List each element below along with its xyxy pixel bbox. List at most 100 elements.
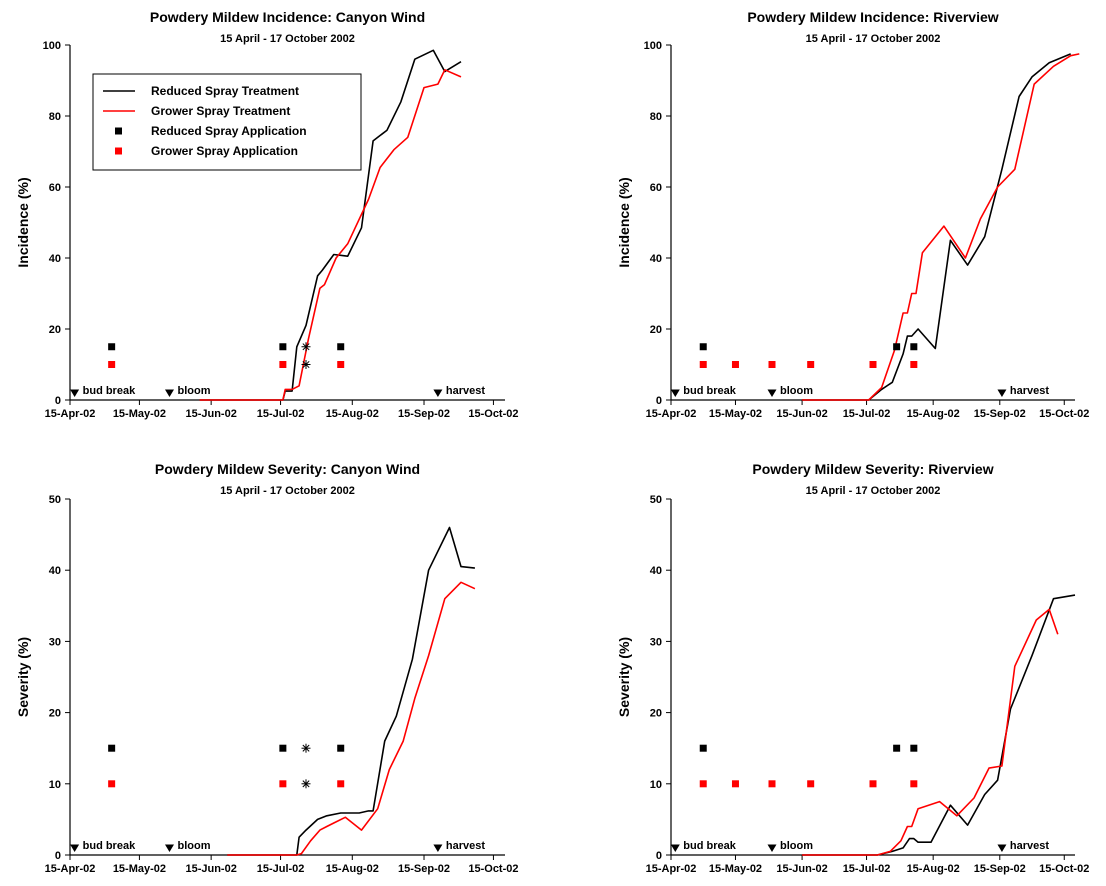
- y-tick-label: 80: [650, 111, 662, 123]
- y-tick-label: 30: [49, 636, 61, 648]
- application-marker: [768, 361, 776, 368]
- series-line: [802, 594, 1076, 856]
- phenology-label: bloom: [780, 840, 813, 852]
- chart-title: Powdery Mildew Incidence: Canyon Wind: [150, 9, 425, 25]
- x-tick-label: 15-Apr-02: [646, 863, 697, 875]
- x-tick-label: 15-Jun-02: [185, 863, 236, 875]
- asterisk-stroke: [302, 343, 310, 351]
- x-tick-label: 15-Jun-02: [185, 408, 236, 420]
- chart-subtitle: 15 April - 17 October 2002: [806, 485, 941, 497]
- legend-marker-swatch: [115, 127, 122, 135]
- y-tick-label: 20: [49, 324, 61, 336]
- phenology-label: bloom: [177, 840, 210, 852]
- series-line: [802, 53, 1080, 401]
- y-tick-label: 20: [650, 708, 662, 720]
- y-tick-label: 20: [49, 708, 61, 720]
- x-tick-label: 15-May-02: [113, 408, 166, 420]
- y-tick-label: 10: [650, 779, 662, 791]
- phenology-label: harvest: [1010, 840, 1049, 852]
- application-marker: [108, 744, 116, 752]
- application-marker: [699, 361, 707, 368]
- y-tick-label: 0: [55, 395, 61, 407]
- x-tick-label: 15-Oct-02: [468, 408, 518, 420]
- series-line: [227, 526, 475, 856]
- phenology-marker-icon: [70, 844, 80, 852]
- x-tick-label: 15-Aug-02: [326, 408, 379, 420]
- x-tick-label: 15-Oct-02: [1039, 863, 1089, 875]
- phenology-label: bud break: [683, 840, 736, 852]
- chart-title: Powdery Mildew Severity: Canyon Wind: [155, 461, 420, 477]
- series-line: [227, 581, 476, 856]
- application-marker: [807, 780, 815, 788]
- application-marker: [910, 744, 918, 752]
- y-axis-label: Severity (%): [15, 637, 31, 717]
- application-marker: [337, 343, 345, 351]
- x-tick-label: 15-Jun-02: [776, 863, 827, 875]
- y-tick-label: 30: [650, 636, 662, 648]
- y-tick-label: 20: [650, 324, 662, 336]
- legend-entry: Reduced Spray Treatment: [151, 84, 299, 98]
- y-tick-label: 100: [43, 40, 61, 52]
- application-marker: [910, 361, 918, 368]
- y-tick-label: 0: [656, 850, 662, 862]
- application-marker: [699, 343, 707, 351]
- legend: Reduced Spray Treatment Grower Spray Trea…: [92, 73, 362, 171]
- phenology-marker-icon: [433, 844, 443, 852]
- x-tick-label: 15-Oct-02: [1039, 408, 1089, 420]
- y-tick-label: 60: [650, 182, 662, 194]
- y-tick-label: 80: [49, 111, 61, 123]
- y-tick-label: 40: [49, 565, 61, 577]
- y-axis-label: Incidence (%): [15, 177, 31, 267]
- phenology-marker-icon: [433, 389, 443, 397]
- application-marker: [337, 780, 345, 788]
- legend-entry: Grower Spray Application: [151, 144, 298, 158]
- x-tick-label: 15-May-02: [113, 863, 166, 875]
- chart-rv-inc: Powdery Mildew Incidence: Riverview 15 Ap…: [616, 9, 1089, 420]
- asterisk-marker-icon: [301, 779, 311, 789]
- chart-title: Powdery Mildew Incidence: Riverview: [747, 9, 998, 25]
- x-tick-label: 15-Aug-02: [326, 863, 379, 875]
- chart-cw-sev: Powdery Mildew Severity: Canyon Wind 15 A…: [15, 461, 519, 875]
- application-marker: [893, 744, 901, 752]
- phenology-marker-icon: [670, 389, 680, 397]
- y-axis-label: Severity (%): [616, 637, 632, 717]
- x-tick-label: 15-May-02: [709, 408, 762, 420]
- legend-box: [92, 73, 362, 171]
- application-marker: [108, 780, 116, 788]
- phenology-marker-icon: [767, 389, 777, 397]
- application-marker: [910, 780, 918, 788]
- series-line: [802, 608, 1059, 856]
- application-marker: [337, 744, 345, 752]
- application-marker: [108, 361, 116, 368]
- y-tick-label: 100: [644, 40, 662, 52]
- asterisk-stroke: [302, 780, 310, 788]
- x-tick-label: 15-Jul-02: [257, 408, 305, 420]
- application-marker: [279, 361, 287, 368]
- asterisk-marker-icon: [301, 360, 311, 369]
- y-tick-label: 40: [49, 253, 61, 265]
- phenology-marker-icon: [164, 389, 174, 397]
- x-tick-label: 15-Sep-02: [398, 863, 450, 875]
- y-tick-label: 40: [650, 565, 662, 577]
- application-marker: [699, 780, 707, 788]
- phenology-marker-icon: [767, 844, 777, 852]
- y-tick-label: 0: [656, 395, 662, 407]
- application-marker: [279, 780, 287, 788]
- asterisk-stroke: [302, 360, 310, 369]
- x-tick-label: 15-Apr-02: [646, 408, 697, 420]
- x-tick-label: 15-Sep-02: [398, 408, 450, 420]
- y-tick-label: 10: [49, 779, 61, 791]
- phenology-marker-icon: [997, 844, 1007, 852]
- application-marker: [869, 780, 877, 788]
- asterisk-stroke: [302, 744, 310, 752]
- application-marker: [108, 343, 116, 351]
- application-marker: [279, 744, 287, 752]
- chart-title: Powdery Mildew Severity: Riverview: [752, 461, 993, 477]
- application-marker: [893, 343, 901, 351]
- x-tick-label: 15-Apr-02: [45, 863, 96, 875]
- chart-subtitle: 15 April - 17 October 2002: [220, 485, 355, 497]
- application-marker: [731, 361, 739, 368]
- y-tick-label: 60: [49, 182, 61, 194]
- x-tick-label: 15-Aug-02: [907, 863, 960, 875]
- x-tick-label: 15-Sep-02: [974, 863, 1026, 875]
